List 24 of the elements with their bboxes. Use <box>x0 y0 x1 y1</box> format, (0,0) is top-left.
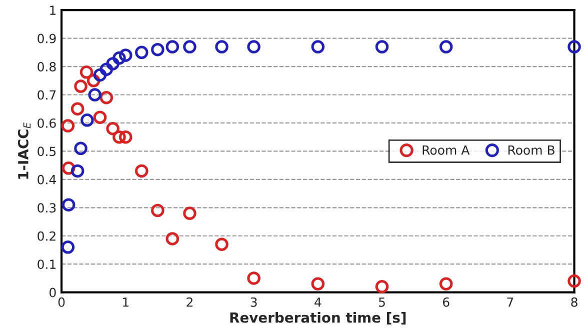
legend-label: Room A <box>422 146 470 155</box>
y-tick-label: 0.5 <box>38 146 56 156</box>
x-axis-title: Reverberation time [s] <box>230 312 406 324</box>
y-tick-label: 1 <box>50 6 56 15</box>
x-tick-label: 7 <box>507 298 514 307</box>
y-tick-label: 0 <box>50 288 56 298</box>
x-tick-label: 3 <box>250 297 257 307</box>
x-tick-label: 6 <box>442 297 450 307</box>
x-tick-label: 0 <box>58 297 65 307</box>
y-axis-title: 1-IACC$_{E}$ <box>18 122 31 179</box>
y-tick-label: 0.1 <box>38 260 56 270</box>
x-tick-label: 4 <box>314 298 322 307</box>
y-tick-label: 0.4 <box>38 174 56 184</box>
y-tick-label: 0.2 <box>38 231 56 241</box>
legend-label: Room B <box>508 146 554 155</box>
x-tick-label: 2 <box>186 297 192 307</box>
x-tick-label: 1 <box>123 298 128 307</box>
x-tick-label: 8 <box>571 297 578 307</box>
y-tick-label: 0.7 <box>38 90 56 100</box>
y-tick-label: 0.6 <box>38 118 56 128</box>
y-tick-label: 0.9 <box>38 34 56 44</box>
y-tick-label: 0.8 <box>38 62 56 72</box>
x-tick-label: 5 <box>378 298 385 307</box>
y-tick-label: 0.3 <box>38 203 56 213</box>
